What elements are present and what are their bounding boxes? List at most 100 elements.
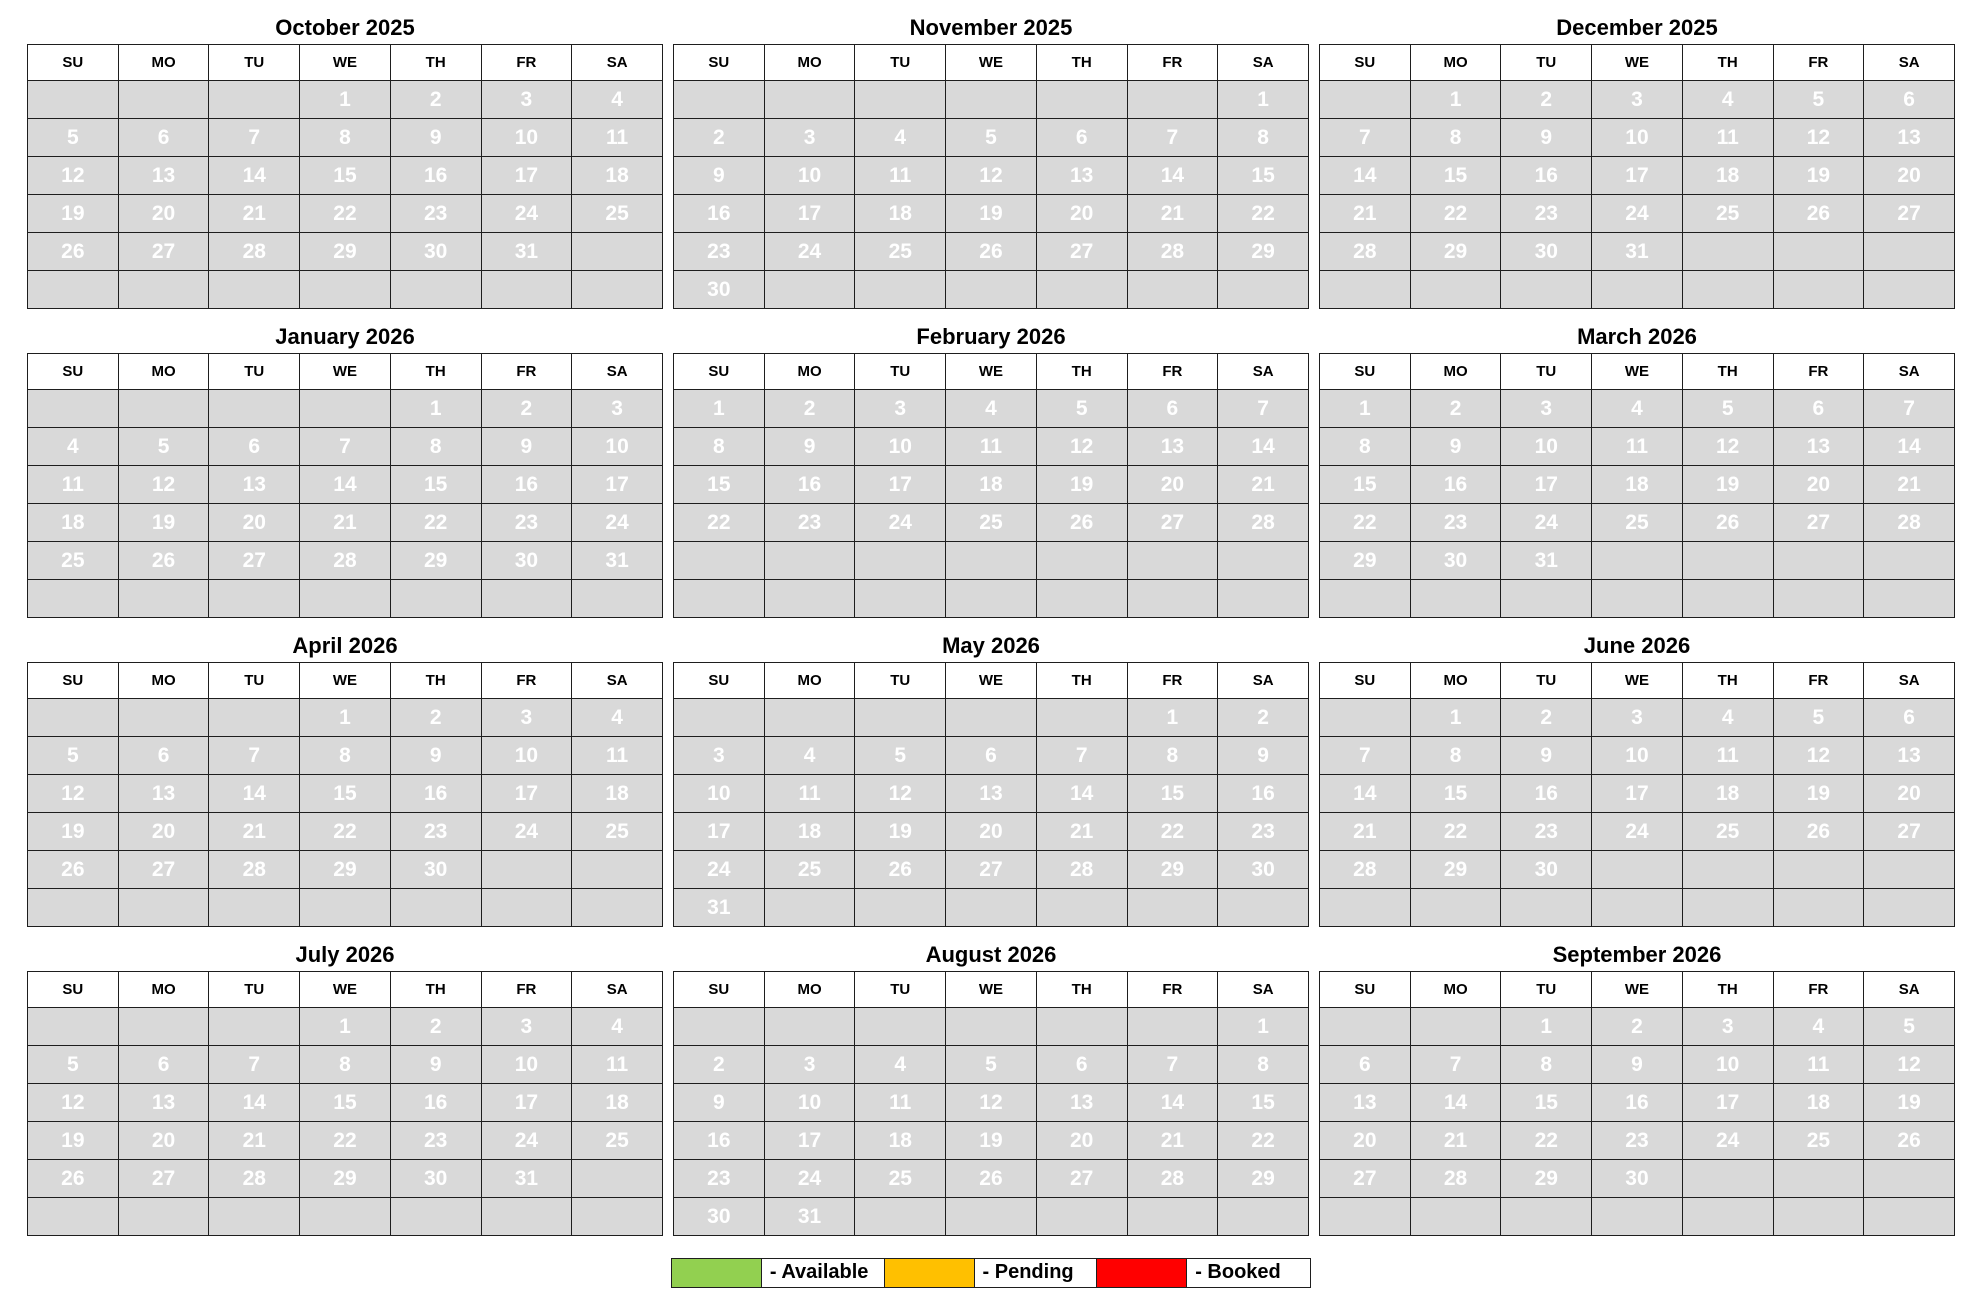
day-cell[interactable]: 15 bbox=[673, 465, 765, 504]
day-cell[interactable]: 1 bbox=[1126, 698, 1219, 737]
day-cell[interactable]: 6 bbox=[117, 736, 210, 775]
day-cell[interactable]: 9 bbox=[1591, 1045, 1683, 1084]
day-cell[interactable]: 10 bbox=[480, 1045, 573, 1084]
day-cell[interactable]: 14 bbox=[208, 1083, 301, 1122]
day-cell[interactable]: 4 bbox=[571, 80, 663, 119]
day-cell[interactable]: 27 bbox=[117, 232, 210, 271]
day-cell[interactable]: 7 bbox=[1217, 389, 1309, 428]
day-cell[interactable]: 14 bbox=[1319, 156, 1411, 195]
day-cell[interactable]: 30 bbox=[389, 850, 482, 889]
day-cell[interactable]: 13 bbox=[1035, 156, 1128, 195]
day-cell[interactable]: 13 bbox=[1863, 736, 1955, 775]
day-cell[interactable]: 21 bbox=[208, 1121, 301, 1160]
day-cell[interactable]: 29 bbox=[1126, 850, 1219, 889]
day-cell[interactable]: 2 bbox=[673, 1045, 765, 1084]
day-cell[interactable]: 7 bbox=[299, 427, 391, 466]
day-cell[interactable]: 5 bbox=[27, 118, 119, 157]
day-cell[interactable]: 22 bbox=[1319, 503, 1411, 542]
day-cell[interactable]: 3 bbox=[571, 389, 663, 428]
day-cell[interactable]: 14 bbox=[1217, 427, 1309, 466]
day-cell[interactable]: 17 bbox=[673, 812, 765, 851]
day-cell[interactable]: 10 bbox=[1591, 118, 1683, 157]
day-cell[interactable]: 1 bbox=[299, 698, 391, 737]
day-cell[interactable]: 1 bbox=[299, 1007, 391, 1046]
day-cell[interactable]: 26 bbox=[117, 541, 210, 580]
day-cell[interactable]: 6 bbox=[1035, 1045, 1128, 1084]
day-cell[interactable]: 28 bbox=[208, 1159, 301, 1198]
day-cell[interactable]: 7 bbox=[208, 736, 301, 775]
day-cell[interactable]: 12 bbox=[1772, 736, 1865, 775]
day-cell[interactable]: 4 bbox=[27, 427, 119, 466]
day-cell[interactable]: 11 bbox=[27, 465, 119, 504]
day-cell[interactable]: 16 bbox=[763, 465, 856, 504]
day-cell[interactable]: 29 bbox=[1217, 1159, 1309, 1198]
day-cell[interactable]: 23 bbox=[1500, 194, 1593, 233]
day-cell[interactable]: 1 bbox=[673, 389, 765, 428]
day-cell[interactable]: 23 bbox=[1217, 812, 1309, 851]
day-cell[interactable]: 28 bbox=[1863, 503, 1955, 542]
day-cell[interactable]: 4 bbox=[945, 389, 1037, 428]
day-cell[interactable]: 22 bbox=[673, 503, 765, 542]
day-cell[interactable]: 1 bbox=[389, 389, 482, 428]
day-cell[interactable]: 30 bbox=[1500, 232, 1593, 271]
day-cell[interactable]: 8 bbox=[1409, 736, 1502, 775]
day-cell[interactable]: 21 bbox=[208, 812, 301, 851]
day-cell[interactable]: 29 bbox=[299, 232, 391, 271]
day-cell[interactable]: 4 bbox=[1772, 1007, 1865, 1046]
day-cell[interactable]: 6 bbox=[1772, 389, 1865, 428]
day-cell[interactable]: 16 bbox=[673, 1121, 765, 1160]
day-cell[interactable]: 16 bbox=[1500, 156, 1593, 195]
day-cell[interactable]: 3 bbox=[763, 1045, 856, 1084]
day-cell[interactable]: 25 bbox=[1681, 194, 1774, 233]
day-cell[interactable]: 7 bbox=[1035, 736, 1128, 775]
day-cell[interactable]: 3 bbox=[763, 118, 856, 157]
day-cell[interactable]: 3 bbox=[854, 389, 947, 428]
day-cell[interactable]: 18 bbox=[763, 812, 856, 851]
day-cell[interactable]: 27 bbox=[945, 850, 1037, 889]
day-cell[interactable]: 17 bbox=[480, 156, 573, 195]
day-cell[interactable]: 14 bbox=[299, 465, 391, 504]
day-cell[interactable]: 19 bbox=[854, 812, 947, 851]
day-cell[interactable]: 29 bbox=[299, 1159, 391, 1198]
day-cell[interactable]: 24 bbox=[571, 503, 663, 542]
day-cell[interactable]: 27 bbox=[1772, 503, 1865, 542]
day-cell[interactable]: 25 bbox=[1772, 1121, 1865, 1160]
day-cell[interactable]: 23 bbox=[1591, 1121, 1683, 1160]
day-cell[interactable]: 25 bbox=[1681, 812, 1774, 851]
day-cell[interactable]: 17 bbox=[1681, 1083, 1774, 1122]
day-cell[interactable]: 14 bbox=[1035, 774, 1128, 813]
day-cell[interactable]: 22 bbox=[389, 503, 482, 542]
day-cell[interactable]: 20 bbox=[208, 503, 301, 542]
day-cell[interactable]: 5 bbox=[27, 1045, 119, 1084]
day-cell[interactable]: 14 bbox=[1126, 1083, 1219, 1122]
day-cell[interactable]: 25 bbox=[763, 850, 856, 889]
day-cell[interactable]: 26 bbox=[27, 232, 119, 271]
day-cell[interactable]: 11 bbox=[854, 1083, 947, 1122]
day-cell[interactable]: 12 bbox=[1772, 118, 1865, 157]
day-cell[interactable]: 30 bbox=[389, 232, 482, 271]
day-cell[interactable]: 18 bbox=[571, 1083, 663, 1122]
day-cell[interactable]: 14 bbox=[1126, 156, 1219, 195]
day-cell[interactable]: 19 bbox=[1681, 465, 1774, 504]
day-cell[interactable]: 13 bbox=[1772, 427, 1865, 466]
day-cell[interactable]: 7 bbox=[1126, 118, 1219, 157]
day-cell[interactable]: 13 bbox=[208, 465, 301, 504]
day-cell[interactable]: 26 bbox=[1772, 812, 1865, 851]
day-cell[interactable]: 19 bbox=[945, 194, 1037, 233]
day-cell[interactable]: 13 bbox=[945, 774, 1037, 813]
day-cell[interactable]: 31 bbox=[480, 232, 573, 271]
day-cell[interactable]: 24 bbox=[1500, 503, 1593, 542]
day-cell[interactable]: 23 bbox=[480, 503, 573, 542]
day-cell[interactable]: 26 bbox=[945, 232, 1037, 271]
day-cell[interactable]: 19 bbox=[27, 194, 119, 233]
day-cell[interactable]: 8 bbox=[1217, 118, 1309, 157]
day-cell[interactable]: 11 bbox=[854, 156, 947, 195]
day-cell[interactable]: 15 bbox=[1126, 774, 1219, 813]
day-cell[interactable]: 17 bbox=[480, 1083, 573, 1122]
day-cell[interactable]: 25 bbox=[27, 541, 119, 580]
day-cell[interactable]: 12 bbox=[1681, 427, 1774, 466]
day-cell[interactable]: 29 bbox=[1217, 232, 1309, 271]
day-cell[interactable]: 17 bbox=[854, 465, 947, 504]
day-cell[interactable]: 12 bbox=[27, 156, 119, 195]
day-cell[interactable]: 18 bbox=[1681, 156, 1774, 195]
